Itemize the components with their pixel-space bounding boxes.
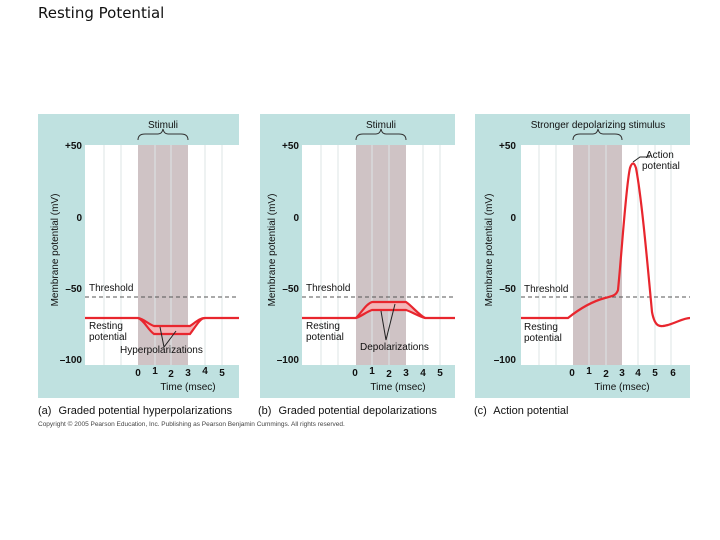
panel-a-resting-label-line2: potential — [89, 332, 127, 343]
panel-a-ytick-0: 0 — [76, 213, 82, 224]
panel-b-xtick-3: 3 — [403, 368, 409, 379]
panel-c-caption-letter: (c) — [474, 405, 487, 417]
panel-a-stimulus-label: Stimuli — [148, 120, 178, 131]
panel-c-ytick-minus50: –50 — [499, 284, 516, 295]
panel-a-ytick-minus50: –50 — [65, 284, 82, 295]
panel-b-threshold-label: Threshold — [306, 283, 350, 294]
panel-a-effect-pointer — [159, 326, 177, 349]
panel-b-stimulus-label: Stimuli — [366, 120, 396, 131]
panel-a-resting-label: Resting potential — [89, 321, 127, 343]
panel-b-resting-label-text: Resting — [306, 321, 340, 332]
panel-b-ytick-minus50: –50 — [282, 284, 299, 295]
panel-b-ytick-0: 0 — [293, 213, 299, 224]
panel-a-ylabel: Membrane potential (mV) — [50, 194, 61, 307]
panel-c-stimulus-bracket — [572, 128, 623, 141]
panel-a-ytick-minus100: –100 — [60, 355, 83, 366]
panel-a-xtick-0: 0 — [135, 368, 141, 379]
panel-a-xtick-2: 2 — [168, 369, 174, 380]
panel-c-caption-text: Action potential — [493, 405, 568, 417]
panel-a: Stimuli Membrane potential (mV) +50 0 –5… — [38, 114, 239, 417]
panel-c-xtick-6: 6 — [670, 368, 676, 379]
panel-a-stimulus-bracket — [137, 128, 189, 141]
panel-c-xtick-0: 0 — [569, 368, 575, 379]
panel-b-xtick-0: 0 — [352, 368, 358, 379]
panel-a-caption-text: Graded potential hyperpolarizations — [59, 405, 233, 417]
panel-c-stimulus-label: Stronger depolarizing stimulus — [531, 120, 666, 131]
copyright-notice: Copyright © 2005 Pearson Education, Inc.… — [38, 420, 345, 428]
panel-c-xtick-2: 2 — [603, 369, 609, 380]
slide-title: Resting Potential — [38, 4, 165, 22]
panel-b-stimulus-band — [356, 145, 406, 365]
panel-a-xtick-1: 1 — [152, 366, 158, 377]
panel-c-ytick-minus100: –100 — [494, 355, 517, 366]
panel-a-effect-label: Hyperpolarizations — [120, 345, 203, 356]
panel-a-caption-letter: (a) — [38, 405, 51, 417]
panel-b-ylabel: Membrane potential (mV) — [267, 194, 278, 307]
panel-b-caption-text: Graded potential depolarizations — [279, 405, 438, 417]
panel-c-ylabel: Membrane potential (mV) — [484, 194, 495, 307]
panel-c-resting-label-text: Resting — [524, 322, 558, 333]
panel-b-caption-letter: (b) — [258, 405, 271, 417]
panel-a-threshold-label: Threshold — [89, 283, 133, 294]
panel-c-threshold-label: Threshold — [524, 284, 568, 295]
panel-b-trace-large — [355, 300, 426, 319]
panel-c-effect-label: Action potential — [642, 150, 680, 172]
panel-a-caption: (a) Graded potential hyperpolarizations — [38, 405, 233, 417]
panel-a-xtick-3: 3 — [185, 368, 191, 379]
panel-c-xlabel: Time (msec) — [594, 382, 649, 393]
panel-b-trace-small — [302, 308, 455, 320]
panel-a-xlabel: Time (msec) — [160, 382, 215, 393]
panel-c-xtick-4: 4 — [635, 368, 641, 379]
panel-b-xtick-1: 1 — [369, 366, 375, 377]
panel-b-ytick-minus100: –100 — [277, 355, 300, 366]
panel-b-effect-pointer — [380, 303, 396, 341]
panel-c: Stronger depolarizing stimulus Membrane … — [474, 114, 691, 417]
panel-c-effect-label-line1: Action — [646, 150, 674, 161]
panel-c-gridlines — [538, 145, 672, 365]
panel-b: Stimuli Membrane potential (mV) +50 0 –5… — [258, 114, 455, 417]
panel-c-ytick-0: 0 — [510, 213, 516, 224]
panel-c-stimulus-band — [573, 145, 622, 365]
panel-a-ytick-plus50: +50 — [65, 141, 82, 152]
panel-c-action-potential-trace — [521, 162, 691, 328]
panel-b-ytick-plus50: +50 — [282, 141, 299, 152]
panel-c-resting-label-line2: potential — [524, 333, 562, 344]
panel-c-effect-pointer — [632, 156, 650, 163]
panel-c-resting-label: Resting potential — [524, 322, 562, 344]
panel-c-xtick-5: 5 — [652, 368, 658, 379]
panel-b-xlabel: Time (msec) — [370, 382, 425, 393]
panel-b-stimulus-bracket — [355, 128, 407, 141]
panel-b-xtick-5: 5 — [437, 368, 443, 379]
panel-c-ytick-plus50: +50 — [499, 141, 516, 152]
panel-b-effect-label: Depolarizations — [360, 342, 429, 353]
panel-b-resting-label: Resting potential — [306, 321, 344, 343]
panel-b-caption: (b) Graded potential depolarizations — [258, 405, 437, 417]
panel-b-resting-label-line2: potential — [306, 332, 344, 343]
panel-c-xtick-3: 3 — [619, 368, 625, 379]
panel-b-xtick-4: 4 — [420, 368, 426, 379]
panel-c-caption: (c) Action potential — [474, 405, 569, 417]
panel-b-xtick-2: 2 — [386, 369, 392, 380]
panel-a-xtick-4: 4 — [202, 366, 208, 377]
panel-a-resting-label-text: Resting — [89, 321, 123, 332]
panel-a-xtick-5: 5 — [219, 368, 225, 379]
panel-c-xtick-1: 1 — [586, 366, 592, 377]
panel-c-effect-label-line2: potential — [642, 161, 680, 172]
panel-a-trace-large — [137, 316, 206, 336]
